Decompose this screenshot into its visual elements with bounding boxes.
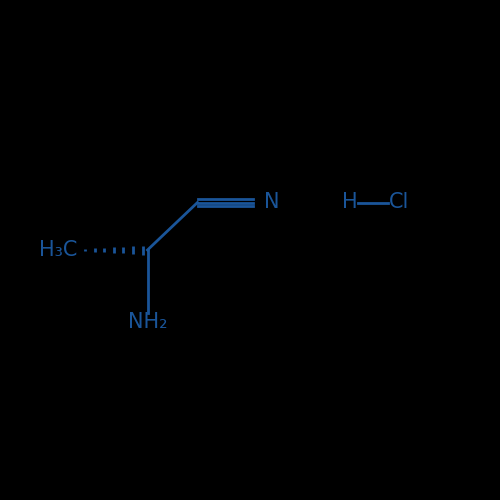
Text: H₃C: H₃C [39,240,78,260]
Text: Cl: Cl [389,192,409,212]
Text: H: H [342,192,358,212]
Text: NH₂: NH₂ [128,312,168,332]
Text: N: N [264,192,279,212]
